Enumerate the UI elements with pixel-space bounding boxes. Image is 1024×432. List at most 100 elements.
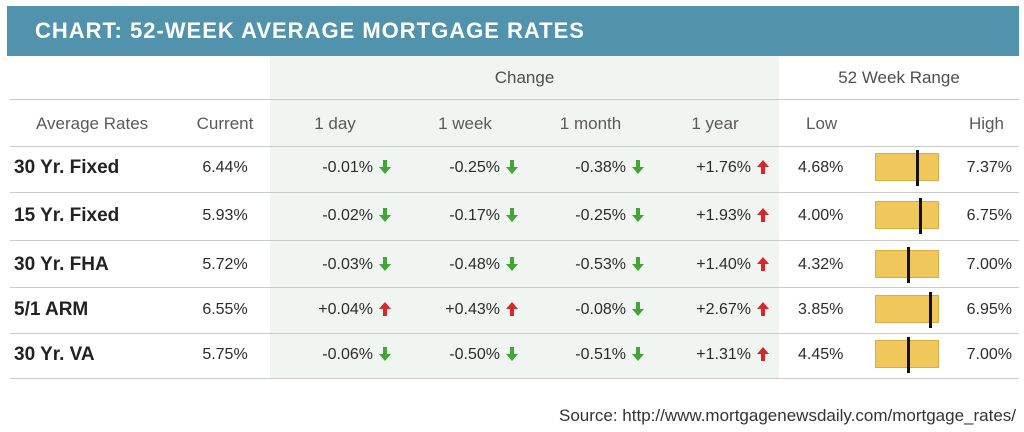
change-day-value: -0.06% xyxy=(322,346,373,363)
range-high: 7.37% xyxy=(950,154,1012,182)
current-rate: 6.44% xyxy=(185,154,265,182)
range-low-value: 4.32% xyxy=(798,256,844,273)
row-label: 15 Yr. Fixed xyxy=(14,202,119,230)
change-year-value: +2.67% xyxy=(696,301,751,318)
arrow-down-icon xyxy=(626,346,645,363)
col-1-month: 1 month xyxy=(559,114,622,133)
row-divider xyxy=(10,240,1019,241)
change-month-value: -0.25% xyxy=(575,207,626,224)
change-month-value: -0.38% xyxy=(575,159,626,176)
arrow-up-icon xyxy=(751,256,770,273)
row-label: 30 Yr. FHA xyxy=(14,251,109,279)
range-group-header: 52 Week Range xyxy=(838,68,960,87)
arrow-up-icon xyxy=(373,301,392,318)
source-note: Source: http://www.mortgagenewsdaily.com… xyxy=(558,406,1016,425)
current-rate-value: 5.72% xyxy=(202,256,248,273)
current-rate: 6.55% xyxy=(185,296,265,324)
current-rate-value: 6.44% xyxy=(202,159,248,176)
row-label-value: 15 Yr. Fixed xyxy=(14,205,120,226)
change-month: -0.08% xyxy=(495,296,645,324)
range-high-value: 7.37% xyxy=(966,159,1012,176)
change-week: -0.50% xyxy=(369,341,519,369)
col-current: Current xyxy=(196,114,254,133)
change-year-value: +1.31% xyxy=(696,346,751,363)
change-year-value: +1.93% xyxy=(696,207,751,224)
range-bar xyxy=(875,198,939,234)
change-day: -0.06% xyxy=(242,341,392,369)
arrow-down-icon xyxy=(373,256,392,273)
change-day-value: +0.04% xyxy=(318,301,373,318)
row-divider xyxy=(10,378,1019,379)
change-year-value: +1.76% xyxy=(696,159,751,176)
change-year: +2.67% xyxy=(620,296,770,324)
current-rate: 5.93% xyxy=(185,202,265,230)
change-month: -0.25% xyxy=(495,202,645,230)
current-rate: 5.75% xyxy=(185,341,265,369)
range-low-value: 4.00% xyxy=(798,207,844,224)
change-week: -0.17% xyxy=(369,202,519,230)
range-low-value: 4.68% xyxy=(798,159,844,176)
change-day-value: -0.01% xyxy=(322,159,373,176)
arrow-down-icon xyxy=(500,256,519,273)
range-high: 7.00% xyxy=(950,251,1012,279)
range-bar xyxy=(875,292,939,328)
col-1-day: 1 day xyxy=(314,114,356,133)
row-divider xyxy=(10,333,1019,334)
range-low: 4.45% xyxy=(798,341,858,369)
change-week-value: -0.48% xyxy=(449,256,500,273)
row-label: 30 Yr. VA xyxy=(14,341,95,369)
change-day: -0.01% xyxy=(242,154,392,182)
change-year: +1.31% xyxy=(620,341,770,369)
change-year-value: +1.40% xyxy=(696,256,751,273)
title-bar: CHART: 52-WEEK AVERAGE MORTGAGE RATES xyxy=(7,6,1019,56)
current-rate: 5.72% xyxy=(185,251,265,279)
range-high-value: 6.95% xyxy=(966,301,1012,318)
row-label-value: 30 Yr. Fixed xyxy=(14,157,120,178)
current-rate-marker xyxy=(916,150,919,186)
change-week-value: -0.17% xyxy=(449,207,500,224)
change-month: -0.38% xyxy=(495,154,645,182)
range-low: 4.68% xyxy=(798,154,858,182)
change-day: -0.02% xyxy=(242,202,392,230)
row-label-value: 30 Yr. FHA xyxy=(14,254,109,275)
change-month: -0.53% xyxy=(495,251,645,279)
col-1-year: 1 year xyxy=(691,114,739,133)
range-bar xyxy=(875,337,939,373)
arrow-down-icon xyxy=(500,159,519,176)
range-low: 4.00% xyxy=(798,202,858,230)
range-low: 4.32% xyxy=(798,251,858,279)
arrow-up-icon xyxy=(751,159,770,176)
change-week: +0.43% xyxy=(369,296,519,324)
current-rate-marker xyxy=(929,292,932,328)
arrow-down-icon xyxy=(626,159,645,176)
arrow-down-icon xyxy=(373,346,392,363)
arrow-up-icon xyxy=(751,207,770,224)
current-rate-marker xyxy=(907,337,910,373)
header-divider xyxy=(10,99,1019,100)
arrow-up-icon xyxy=(500,301,519,318)
change-day: +0.04% xyxy=(242,296,392,324)
range-high-value: 7.00% xyxy=(966,256,1012,273)
change-group-header: Change xyxy=(494,68,555,87)
change-week-value: +0.43% xyxy=(445,301,500,318)
current-rate-value: 5.75% xyxy=(202,346,248,363)
col-average-rates: Average Rates xyxy=(36,114,149,133)
change-day: -0.03% xyxy=(242,251,392,279)
col-high: High xyxy=(969,114,1004,133)
arrow-down-icon xyxy=(500,207,519,224)
row-divider xyxy=(10,287,1019,288)
change-year: +1.40% xyxy=(620,251,770,279)
range-high: 6.95% xyxy=(950,296,1012,324)
change-column-band xyxy=(270,56,779,378)
range-high: 6.75% xyxy=(950,202,1012,230)
row-label: 5/1 ARM xyxy=(14,296,88,324)
range-bar xyxy=(875,150,939,186)
change-week: -0.25% xyxy=(369,154,519,182)
arrow-up-icon xyxy=(751,301,770,318)
change-month-value: -0.08% xyxy=(575,301,626,318)
arrow-down-icon xyxy=(500,346,519,363)
change-month-value: -0.53% xyxy=(575,256,626,273)
change-day-value: -0.03% xyxy=(322,256,373,273)
arrow-down-icon xyxy=(626,301,645,318)
current-rate-marker xyxy=(907,247,910,283)
